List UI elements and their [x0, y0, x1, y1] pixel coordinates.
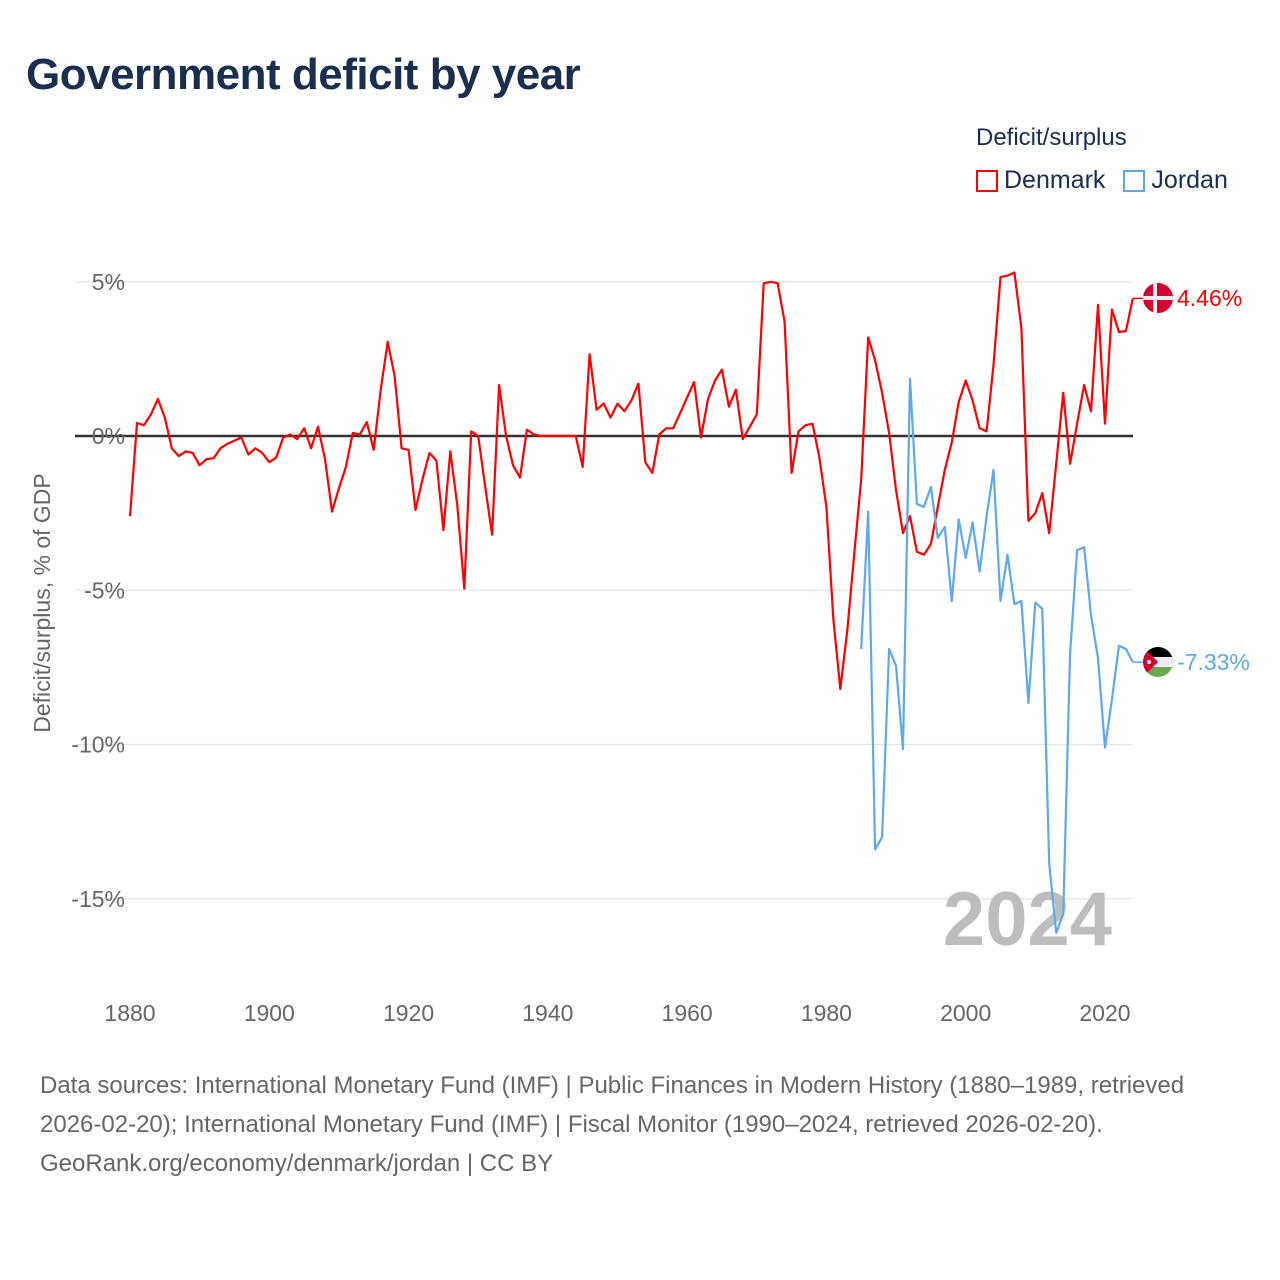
y-tick-label: -15%: [71, 886, 125, 912]
credit-link[interactable]: GeoRank.org/economy/denmark/jordan | CC …: [40, 1150, 554, 1177]
legend-title: Deficit/surplus: [976, 124, 1127, 151]
legend: Denmark Jordan: [976, 166, 1228, 195]
legend-item-jordan[interactable]: Jordan: [1123, 166, 1228, 195]
line-chart: 5% 0% -5% -10% -15% 2024 1880 1900 1920 1940 196…: [29, 269, 1250, 1026]
series-line-jordan: [860, 377, 1134, 934]
x-tick-label: 2020: [1079, 1000, 1130, 1026]
x-tick-label: 1960: [662, 1000, 713, 1026]
source-note: Data sources: International Monetary Fun…: [40, 1066, 1250, 1183]
data-sources-text: Data sources: International Monetary Fun…: [40, 1072, 1185, 1138]
series-line-denmark: [128, 271, 1134, 691]
jordan-flag-icon: [1143, 647, 1173, 677]
y-tick-label: -5%: [84, 577, 125, 603]
legend-swatch-denmark: [976, 169, 998, 192]
x-tick-label: 1880: [104, 1000, 155, 1026]
chart-title: Government deficit by year: [26, 50, 581, 99]
denmark-end-label: 4.46%: [1177, 285, 1242, 311]
x-tick-label: 1900: [244, 1000, 295, 1026]
legend-label-denmark: Denmark: [1004, 166, 1106, 194]
legend-item-denmark[interactable]: Denmark: [976, 166, 1105, 195]
jordan-end-label: -7.33%: [1177, 649, 1250, 675]
denmark-flag-icon: [1143, 283, 1173, 313]
x-tick-label: 1940: [522, 1000, 573, 1026]
x-tick-label: 1980: [801, 1000, 852, 1026]
y-axis-label: Deficit/surplus, % of GDP: [29, 473, 55, 732]
y-tick-label: 5%: [92, 269, 125, 295]
legend-label-jordan: Jordan: [1151, 166, 1228, 194]
y-tick-label: 0%: [92, 423, 125, 449]
y-tick-label: -10%: [71, 732, 125, 758]
x-tick-label: 1920: [383, 1000, 434, 1026]
legend-swatch-jordan: [1123, 169, 1146, 192]
year-watermark: 2024: [943, 877, 1112, 962]
x-tick-label: 2000: [940, 1000, 991, 1026]
